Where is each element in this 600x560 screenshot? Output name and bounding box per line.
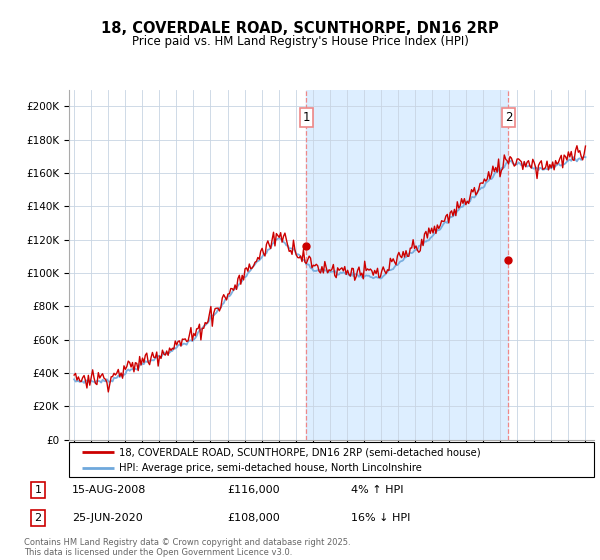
Bar (306, 90, 508, 440)
Text: 25-JUN-2020: 25-JUN-2020 (72, 513, 143, 522)
Text: 1: 1 (35, 485, 41, 495)
Text: 15-AUG-2008: 15-AUG-2008 (72, 485, 146, 495)
Text: 1: 1 (302, 111, 310, 124)
Text: 16% ↓ HPI: 16% ↓ HPI (351, 513, 410, 522)
Text: £116,000: £116,000 (227, 485, 280, 495)
Text: 4% ↑ HPI: 4% ↑ HPI (351, 485, 404, 495)
Text: 18, COVERDALE ROAD, SCUNTHORPE, DN16 2RP (semi-detached house): 18, COVERDALE ROAD, SCUNTHORPE, DN16 2RP… (119, 447, 481, 457)
Text: 18, COVERDALE ROAD, SCUNTHORPE, DN16 2RP: 18, COVERDALE ROAD, SCUNTHORPE, DN16 2RP (101, 21, 499, 36)
Text: Price paid vs. HM Land Registry's House Price Index (HPI): Price paid vs. HM Land Registry's House … (131, 35, 469, 48)
FancyBboxPatch shape (69, 442, 594, 477)
Text: HPI: Average price, semi-detached house, North Lincolnshire: HPI: Average price, semi-detached house,… (119, 464, 422, 473)
Text: 2: 2 (35, 513, 41, 522)
Text: Contains HM Land Registry data © Crown copyright and database right 2025.
This d: Contains HM Land Registry data © Crown c… (24, 538, 350, 557)
Text: £108,000: £108,000 (227, 513, 280, 522)
Text: 2: 2 (505, 111, 512, 124)
